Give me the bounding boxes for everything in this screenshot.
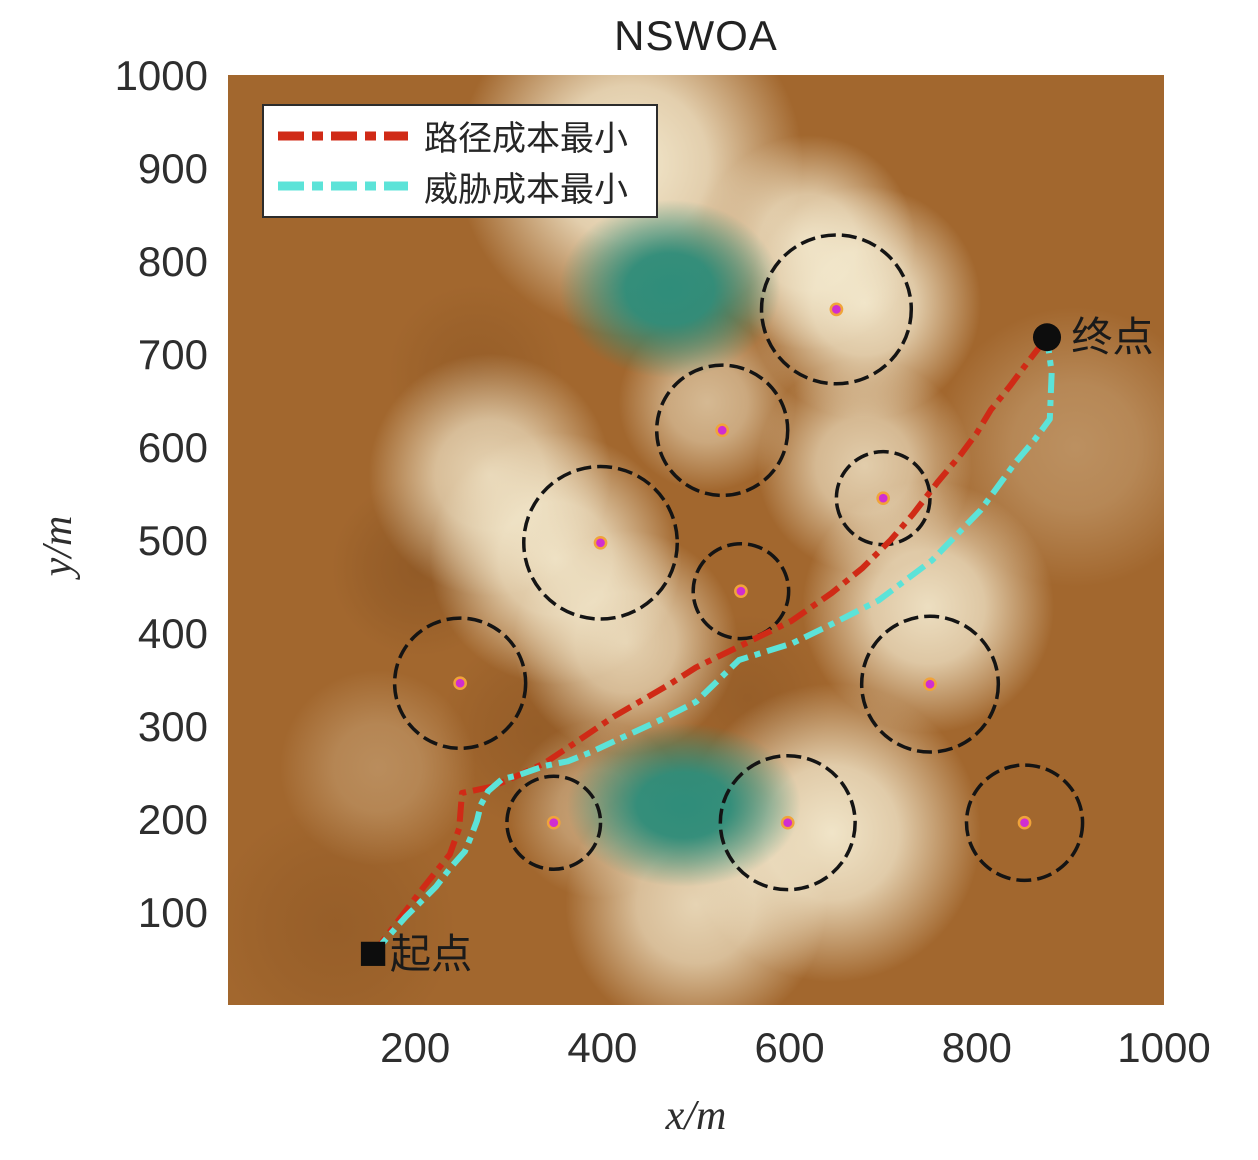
x-tick-label: 1000: [1117, 1024, 1211, 1071]
threat-center-dot: [735, 586, 746, 597]
threat-radius-circle: [395, 618, 526, 748]
y-tick-label: 600: [137, 424, 208, 471]
y-tick-label: 300: [137, 703, 208, 750]
threat-center-dot: [455, 678, 466, 689]
threat-radius-circle: [720, 756, 855, 890]
chart-title: NSWOA: [614, 12, 778, 59]
legend-entry: 威胁成本最小: [264, 162, 656, 211]
y-tick-label: 800: [137, 238, 208, 285]
threat-center-dot: [548, 817, 559, 828]
threat-center-dot: [1019, 817, 1030, 828]
end-marker: [1032, 323, 1062, 352]
threat-radius-circle: [507, 776, 601, 869]
threat-center-dot: [878, 493, 889, 504]
path-min-threat-cost: [373, 337, 1052, 954]
threat-radius-circle: [862, 616, 999, 752]
y-tick-label: 500: [137, 517, 208, 564]
legend-entry: 路径成本最小: [264, 111, 656, 160]
threat-radius-circle: [967, 765, 1083, 880]
terrain-heatmap: [228, 75, 1164, 1005]
threat-center-dot: [595, 537, 606, 548]
threat-radius-circle: [657, 365, 788, 495]
start-label: 起点: [390, 931, 472, 977]
x-tick-label: 800: [941, 1024, 1012, 1071]
y-tick-label: 700: [137, 331, 208, 378]
threat-center-dot: [782, 817, 793, 828]
legend: 路径成本最小 威胁成本最小: [262, 104, 658, 218]
x-tick-label: 600: [754, 1024, 825, 1071]
y-tick-label: 200: [137, 796, 208, 843]
x-axis-label: x/m: [665, 1093, 727, 1139]
path-min-path-cost: [373, 337, 1047, 954]
map-overlay: 起点 终点: [360, 75, 1154, 977]
legend-line-sample: [278, 131, 408, 141]
y-tick-label: 1000: [114, 52, 208, 99]
threat-center-dot: [831, 304, 842, 315]
x-tick-label: 400: [567, 1024, 638, 1071]
legend-line-sample: [278, 181, 408, 191]
y-tick-label: 900: [137, 145, 208, 192]
threat-center-dot: [717, 425, 728, 436]
plot-area: 起点 终点: [228, 75, 1164, 1005]
y-tick-label: 100: [137, 889, 208, 936]
threat-center-dot: [924, 679, 935, 690]
end-label: 终点: [1071, 314, 1153, 360]
y-tick-label: 400: [137, 610, 208, 657]
threat-radius-circle: [693, 544, 788, 639]
threat-radius-circle: [762, 235, 912, 384]
legend-label: 路径成本最小: [424, 120, 628, 159]
x-tick-label: 200: [380, 1024, 451, 1071]
start-marker: [360, 941, 386, 966]
legend-label: 威胁成本最小: [424, 170, 628, 209]
